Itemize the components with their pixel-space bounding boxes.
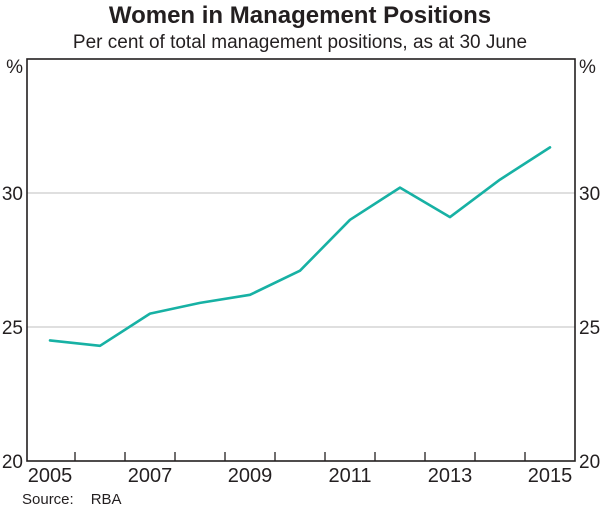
y-axis-label-left: 20 [2, 452, 23, 473]
y-axis-label-right: 20 [579, 452, 600, 473]
x-axis-label: 2005 [28, 465, 73, 487]
y-axis-label-left: 30 [2, 184, 23, 205]
chart-subtitle: Per cent of total management positions, … [72, 32, 528, 53]
y-axis-label-right: 30 [579, 184, 600, 205]
x-axis-label: 2013 [428, 465, 473, 487]
x-axis-label: 2007 [128, 465, 173, 487]
x-axis-label: 2015 [528, 465, 573, 487]
data-series-line [48, 146, 552, 348]
y-axis-unit-right: % [579, 57, 596, 78]
y-axis-label-right: 25 [579, 318, 600, 339]
source-value: RBA [90, 491, 122, 508]
y-axis-unit-left: % [6, 57, 23, 78]
x-axis-label: 2011 [328, 465, 371, 487]
source-note: Source: RBA [22, 491, 122, 509]
plot-frame [26, 58, 576, 462]
source-label: Source: [22, 491, 74, 508]
chart-title: Women in Management Positions [108, 2, 492, 29]
y-axis-label-left: 25 [2, 318, 23, 339]
x-axis-label: 2009 [228, 465, 273, 487]
